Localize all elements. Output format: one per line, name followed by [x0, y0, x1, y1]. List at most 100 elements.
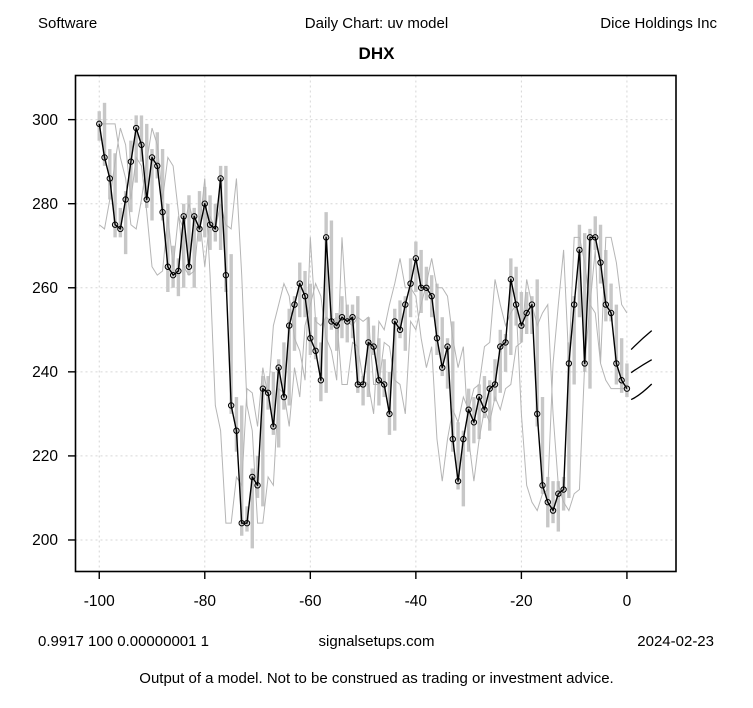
- x-tick-label: 0: [623, 593, 632, 610]
- close-marker: [597, 259, 604, 266]
- header-company-label: Dice Holdings Inc: [600, 15, 717, 32]
- close-marker: [465, 406, 472, 413]
- close-marker: [201, 200, 208, 207]
- close-marker: [275, 364, 282, 371]
- x-tick-label: -20: [510, 593, 533, 610]
- close-marker: [185, 263, 193, 270]
- close-marker: [122, 196, 129, 203]
- close-marker: [132, 124, 140, 132]
- close-marker: [249, 473, 256, 481]
- close-marker: [460, 435, 467, 443]
- close-marker: [454, 477, 462, 485]
- close-marker: [296, 280, 303, 287]
- disclaimer-text: Output of a model. Not to be construed a…: [139, 670, 614, 687]
- close-marker: [243, 519, 251, 527]
- close-marker: [560, 486, 567, 493]
- close-marker: [534, 410, 541, 418]
- close-marker: [402, 301, 409, 308]
- close-marker: [523, 309, 530, 317]
- close-marker: [613, 360, 620, 367]
- close-marker: [602, 301, 610, 308]
- close-marker: [206, 221, 214, 228]
- close-marker: [555, 490, 562, 497]
- close-marker: [592, 234, 599, 241]
- close-marker: [254, 482, 261, 489]
- close-marker: [396, 326, 404, 334]
- close-marker: [502, 339, 509, 346]
- close-marker: [227, 402, 235, 409]
- close-marker: [212, 225, 219, 233]
- close-marker: [570, 301, 578, 308]
- close-marker: [475, 393, 483, 401]
- close-marker: [428, 292, 435, 300]
- close-marker: [127, 158, 135, 165]
- header-sector-label: Software: [38, 15, 98, 32]
- close-marker: [154, 162, 161, 170]
- x-tick-label: -60: [299, 593, 322, 610]
- y-tick-label: 220: [32, 448, 58, 465]
- y-tick-label: 260: [32, 280, 58, 297]
- close-marker: [623, 385, 631, 392]
- close-marker: [233, 427, 240, 434]
- close-marker: [380, 381, 388, 388]
- forecast-dash: [630, 359, 653, 374]
- close-line: [98, 123, 628, 524]
- close-marker: [507, 276, 515, 283]
- close-marker: [512, 301, 520, 308]
- y-tick-label: 280: [32, 196, 58, 213]
- close-marker: [491, 381, 499, 388]
- close-marker: [444, 343, 451, 350]
- close-marker: [291, 301, 298, 308]
- close-marker: [518, 322, 525, 329]
- close-marker: [117, 225, 124, 233]
- close-marker: [322, 234, 330, 241]
- y-tick-label: 200: [32, 532, 58, 549]
- footer-model-params: 0.9917 100 0.00000001 1: [38, 633, 209, 650]
- close-marker: [344, 318, 351, 325]
- close-marker: [391, 318, 398, 325]
- close-marker: [280, 393, 288, 401]
- close-marker: [365, 339, 372, 346]
- close-marker: [481, 406, 488, 413]
- x-tick-label: -40: [405, 593, 428, 610]
- close-marker: [148, 154, 156, 161]
- close-marker: [423, 284, 430, 291]
- footer-date: 2024-02-23: [637, 633, 714, 650]
- close-marker: [439, 364, 446, 371]
- header-chart-type-label: Daily Chart: uv model: [304, 15, 449, 32]
- close-marker: [317, 377, 325, 384]
- close-marker: [549, 507, 557, 514]
- close-marker: [307, 335, 314, 342]
- close-marker: [196, 225, 203, 233]
- chart-title: DHX: [358, 44, 395, 63]
- close-marker: [259, 385, 267, 392]
- plot-border: [74, 74, 677, 573]
- close-marker: [359, 381, 367, 388]
- close-marker: [169, 271, 177, 279]
- close-marker: [96, 120, 103, 128]
- close-marker: [270, 423, 277, 430]
- close-marker: [286, 322, 293, 329]
- close-marker: [264, 389, 272, 397]
- y-tick-label: 300: [32, 112, 58, 129]
- close-marker: [470, 419, 478, 426]
- close-marker: [618, 377, 625, 384]
- close-marker: [407, 280, 414, 287]
- footer-website: signalsetups.com: [318, 633, 435, 650]
- close-marker: [180, 213, 187, 220]
- close-marker: [370, 343, 377, 350]
- close-marker: [539, 482, 546, 489]
- close-marker: [217, 175, 224, 182]
- model-lead-line: [98, 127, 627, 524]
- close-marker: [175, 267, 182, 275]
- close-marker: [576, 246, 583, 254]
- forecast-dash: [630, 330, 653, 351]
- close-marker: [106, 175, 113, 182]
- close-marker: [486, 385, 493, 392]
- close-marker: [565, 360, 573, 367]
- close-marker: [301, 292, 309, 300]
- close-marker: [349, 313, 356, 321]
- close-marker: [328, 318, 335, 325]
- close-marker: [375, 377, 383, 384]
